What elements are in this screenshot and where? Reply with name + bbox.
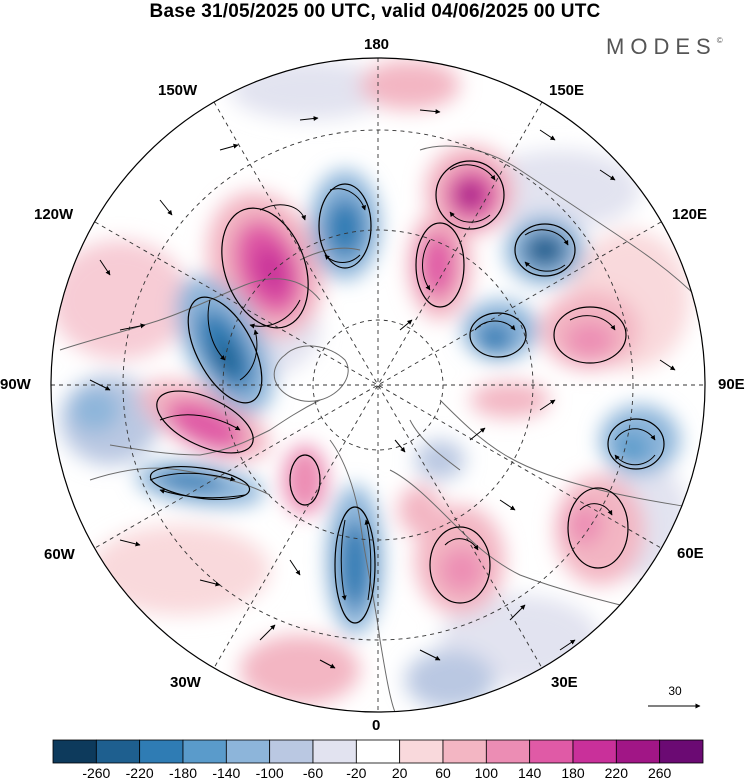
- graticule: [51, 58, 705, 712]
- lon-label-60e: 60E: [677, 545, 704, 562]
- colorbar-swatch: [615, 739, 661, 764]
- lon-label-150e: 150E: [549, 82, 585, 99]
- lon-label-180: 180: [364, 36, 390, 53]
- lon-label-120w: 120W: [34, 206, 74, 223]
- colorbar-tick-label: -140: [212, 765, 241, 781]
- colorbar-tick-label: -180: [168, 765, 198, 781]
- colorbar-swatch: [399, 739, 444, 764]
- map-field: [51, 58, 705, 712]
- colorbar-swatch: [572, 739, 617, 764]
- colorbar-swatch: [269, 739, 314, 764]
- colorbar-swatch: [485, 739, 531, 764]
- colorbar-swatch: [312, 739, 357, 764]
- colorbar: [52, 739, 704, 764]
- lon-label-120e: 120E: [672, 206, 708, 223]
- colorbar-tick-labels: -260 -220 -180 -140 -100 -60 -20 20 60 100 140 180 2…: [0, 765, 750, 783]
- colorbar-tick-label: -20: [346, 765, 367, 781]
- wind-vectors: [89, 109, 676, 701]
- colorbar-tick-label: 220: [604, 765, 629, 781]
- colorbar-swatch: [95, 739, 141, 764]
- colorbar-tick-label: 180: [561, 765, 585, 781]
- colorbar-tick-label: 260: [647, 765, 672, 781]
- map-title: Base 31/05/2025 00 UTC, valid 04/06/2025…: [149, 1, 601, 22]
- map-boundary: [50, 57, 706, 713]
- lon-label-90w: 90W: [0, 376, 31, 393]
- colorbar-tick-label: -100: [255, 765, 284, 781]
- colorbar-swatch: [529, 739, 574, 764]
- colorbar-swatch: [225, 739, 271, 764]
- colorbar-swatch: [659, 739, 704, 764]
- colorbar-tick-label: 100: [474, 765, 499, 781]
- lon-label-150w: 150W: [158, 82, 198, 99]
- colorbar-swatch: [139, 739, 184, 764]
- lon-label-0: 0: [372, 717, 381, 734]
- colorbar-tick-label: -260: [82, 765, 111, 781]
- colorbar-tick-label: 140: [517, 765, 542, 781]
- colorbar-tick-label: 20: [391, 765, 408, 781]
- lon-label-90e: 90E: [718, 376, 745, 393]
- colorbar-tick-label: -220: [125, 765, 154, 781]
- lon-label-60w: 60W: [44, 546, 75, 563]
- reference-vector-label: 30: [668, 684, 682, 698]
- colorbar-tick-label: -60: [302, 765, 324, 781]
- brand-mark: ©: [716, 36, 723, 45]
- colorbar-swatch: [52, 739, 97, 764]
- lon-label-30e: 30E: [551, 674, 578, 691]
- colorbar-swatch: [182, 739, 227, 764]
- height-contours: [149, 160, 665, 624]
- colorbar-swatch: [355, 739, 401, 764]
- brand-logo: MODES©: [606, 34, 723, 60]
- coastlines: [59, 145, 705, 712]
- lon-label-30w: 30W: [170, 674, 201, 691]
- brand-name: MODES: [606, 34, 717, 59]
- colorbar-tick-label: 60: [435, 765, 451, 781]
- colorbar-swatch: [442, 739, 487, 764]
